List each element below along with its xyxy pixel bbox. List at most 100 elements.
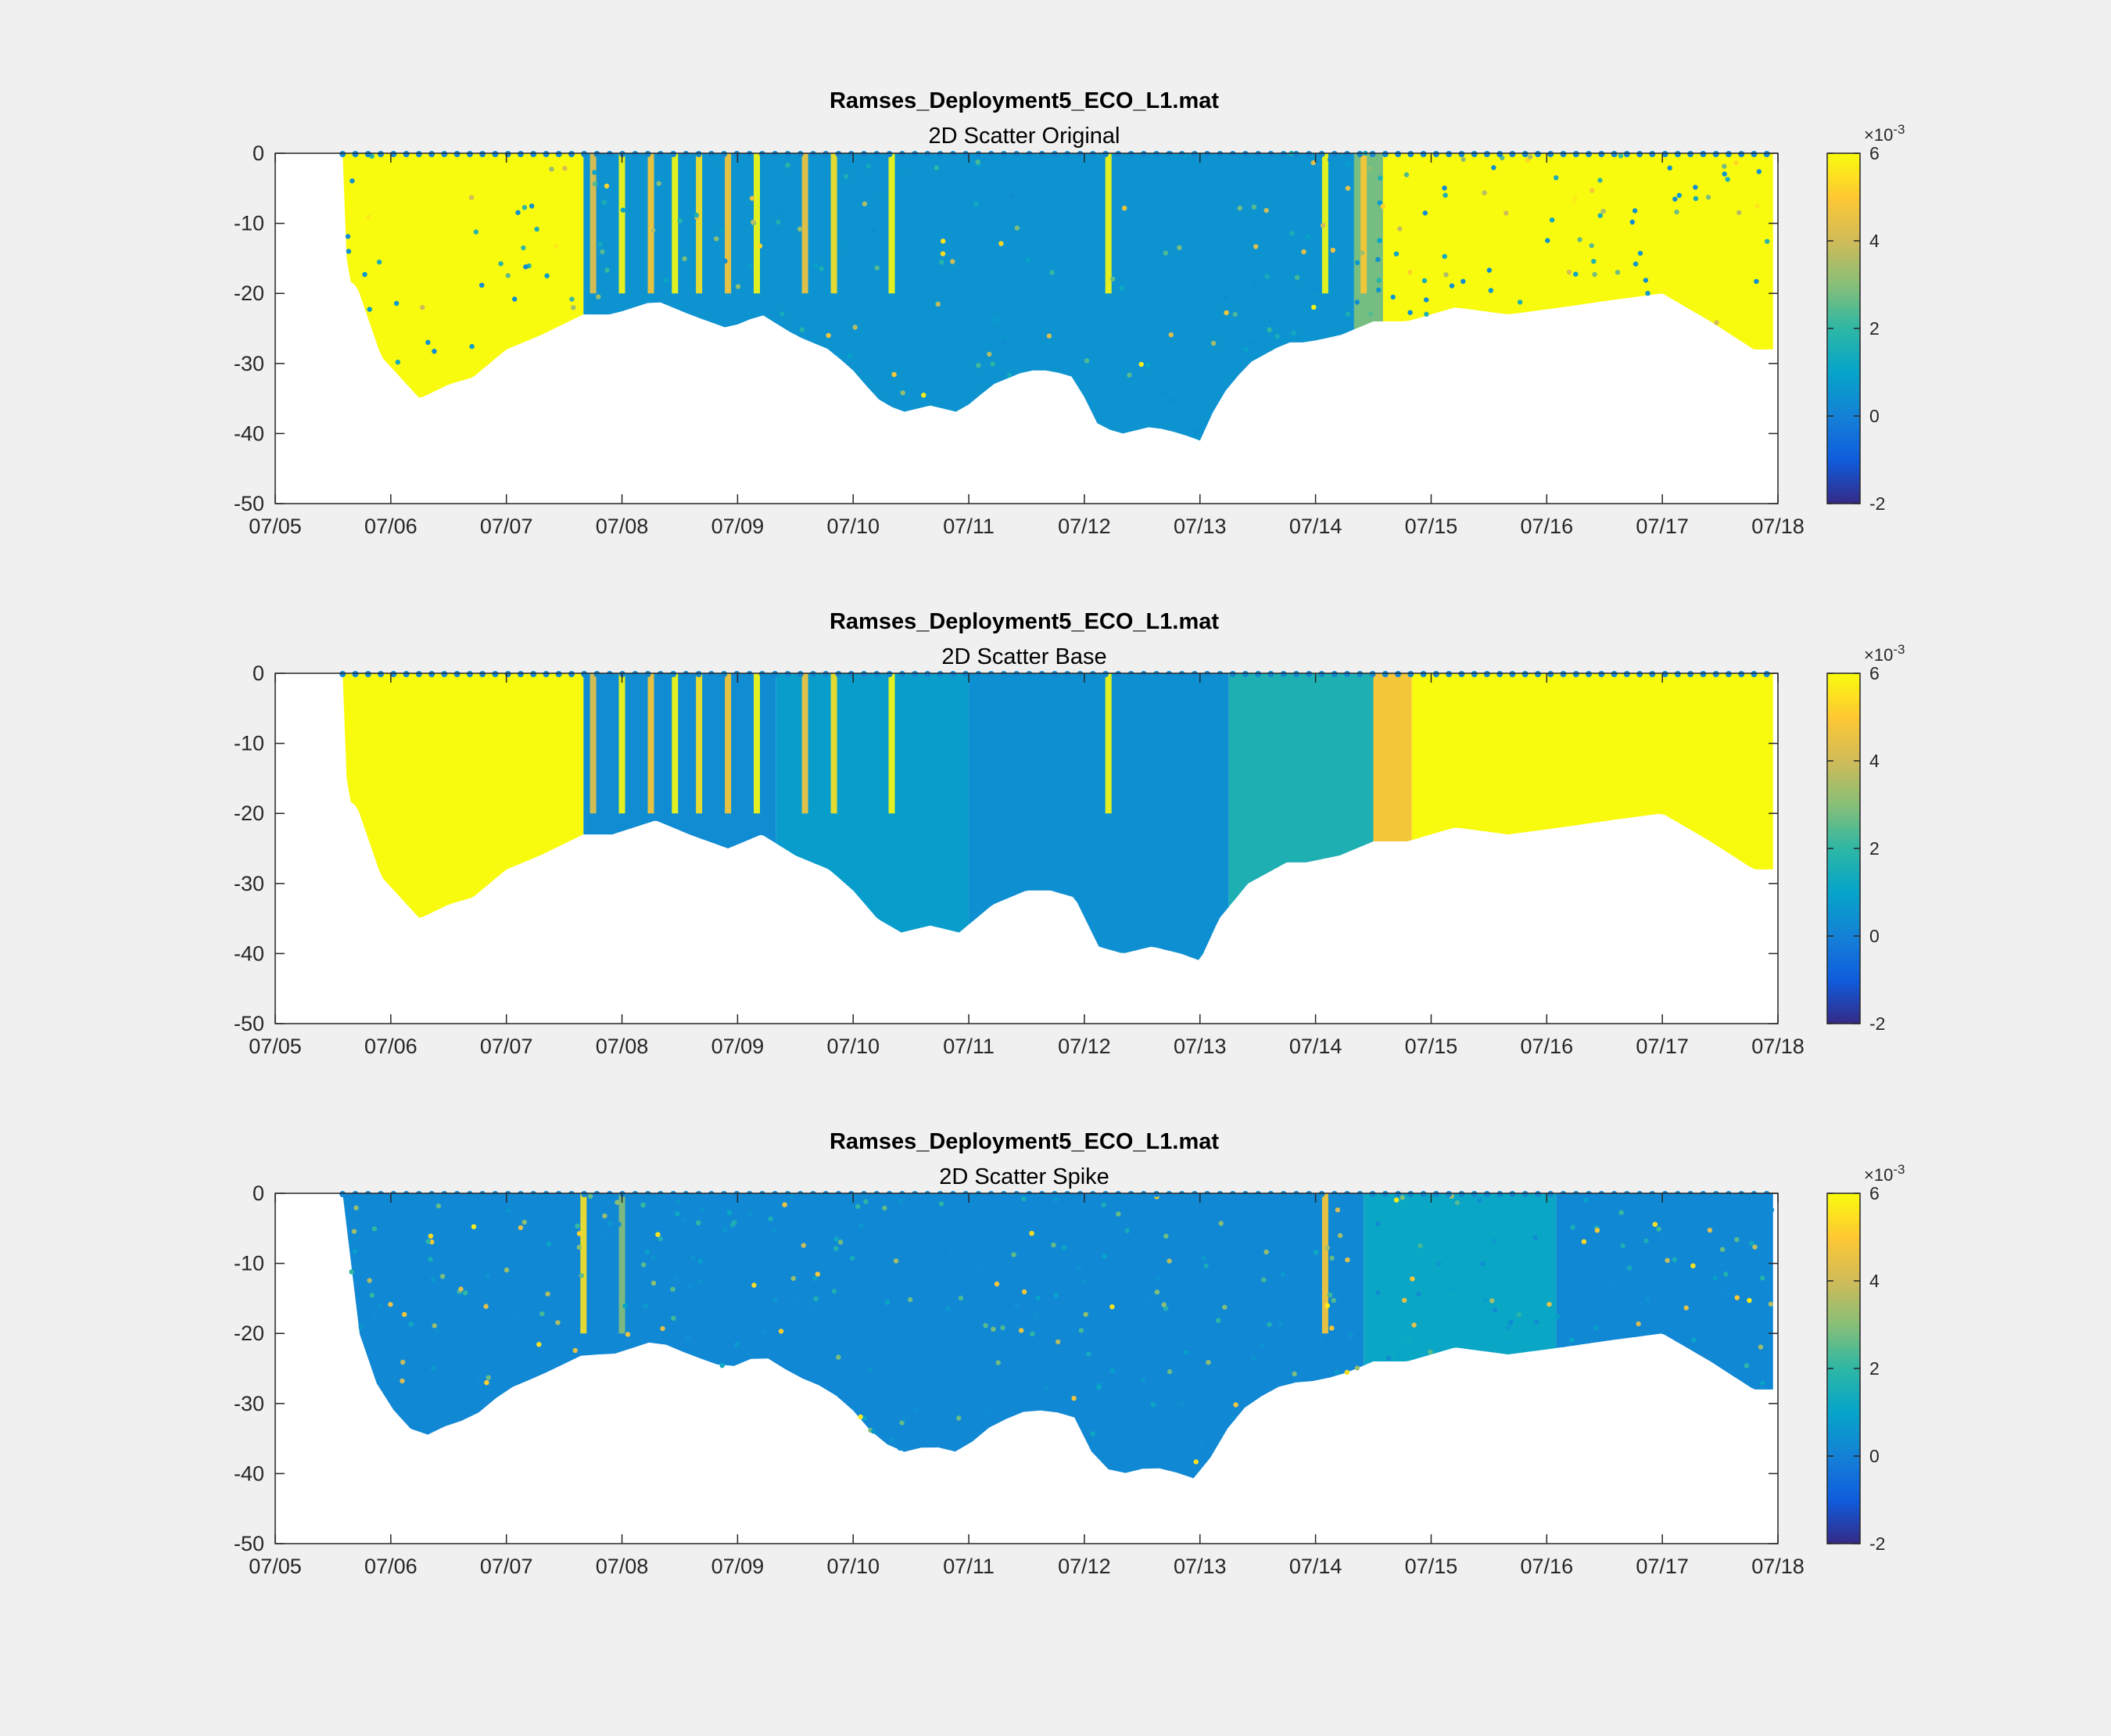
surface-point (1318, 151, 1325, 157)
scatter-point (641, 1262, 647, 1268)
scatter-point (521, 205, 528, 210)
scatter-point (882, 1205, 887, 1211)
surface-point (772, 151, 779, 157)
surface-point (873, 1191, 880, 1197)
scatter-point (515, 210, 521, 215)
surface-point (1255, 671, 1262, 677)
axes-box (274, 673, 1779, 1024)
scatter-point (1400, 1195, 1405, 1200)
surface-point (1471, 671, 1478, 677)
scatter-point (780, 1214, 787, 1221)
scatter-point (1718, 1261, 1723, 1267)
x-tick-label: 07/08 (596, 515, 649, 538)
surface-point (708, 671, 715, 677)
surface-point (1102, 1191, 1109, 1197)
x-tick-label: 07/11 (943, 1035, 995, 1058)
scatter-point (601, 199, 607, 205)
scatter-point (1090, 1431, 1095, 1437)
scatter-point (1155, 1276, 1161, 1282)
surface-point (1572, 151, 1579, 157)
surface-point (1586, 151, 1592, 157)
x-tick-label: 07/09 (711, 515, 765, 538)
scatter-point (604, 267, 610, 273)
scatter-point (1656, 1226, 1661, 1232)
scatter-point (1376, 287, 1382, 292)
surface-point (593, 671, 600, 677)
scatter-point (1377, 238, 1382, 243)
scatter-point (797, 226, 803, 232)
data-region-0 (342, 153, 584, 398)
scatter-point (512, 1312, 518, 1318)
scatter-point (1422, 210, 1428, 216)
scatter-point (1328, 157, 1333, 163)
scatter-point (1278, 1320, 1284, 1326)
scatter-point (719, 160, 725, 167)
scatter-point (435, 1328, 440, 1333)
surface-point (1496, 671, 1504, 677)
scatter-point (1665, 1257, 1670, 1264)
scatter-point (799, 327, 805, 332)
surface-point (746, 1191, 753, 1197)
surface-point (1318, 671, 1325, 677)
surface-point (1636, 1191, 1643, 1197)
scatter-point (655, 1232, 661, 1237)
scatter-point (981, 353, 987, 359)
scatter-point (592, 170, 597, 175)
surface-point (1535, 671, 1541, 677)
scatter-point (1237, 206, 1243, 211)
surface-point (924, 671, 931, 677)
scatter-point (1167, 1258, 1172, 1264)
profile-band-7 (801, 673, 808, 814)
scatter-point (862, 201, 868, 206)
surface-point (1052, 151, 1058, 157)
scatter-point (900, 390, 905, 396)
scatter-point (1007, 372, 1012, 378)
surface-point (1000, 151, 1007, 157)
scatter-point (1011, 1252, 1016, 1257)
surface-point (1280, 151, 1287, 157)
scatter-point (719, 1363, 725, 1368)
scatter-point (1330, 247, 1336, 253)
colorbar-tick-label: -2 (1869, 1013, 1885, 1034)
surface-point (1331, 151, 1338, 157)
scatter-point (1406, 1337, 1412, 1343)
surface-point (1586, 1191, 1592, 1197)
scatter-point (1754, 278, 1759, 285)
scatter-point (1033, 1314, 1038, 1320)
scatter-point (722, 258, 728, 264)
scatter-point (622, 1303, 628, 1309)
scatter-point (362, 271, 367, 278)
scatter-point (735, 284, 741, 289)
scatter-point (512, 296, 518, 302)
surface-point (1166, 671, 1173, 677)
surface-point (466, 1191, 473, 1197)
surface-point (758, 671, 765, 677)
surface-point (378, 1191, 384, 1197)
surface-point (1229, 151, 1236, 157)
scatter-point (1613, 1218, 1619, 1225)
data-region-2 (1556, 1193, 1773, 1390)
panel-title: Ramses_Deployment5_ECO_L1.mat (830, 88, 1219, 113)
surface-point (581, 151, 588, 157)
scatter-point (485, 1273, 490, 1279)
scatter-data (339, 1191, 1775, 1479)
scatter-point (571, 305, 576, 310)
surface-point (441, 151, 448, 157)
surface-point (1763, 151, 1770, 157)
scatter-point (1460, 278, 1466, 284)
data-region-5 (1373, 673, 1412, 841)
scatter-point (1046, 333, 1052, 339)
scatter-point (430, 1277, 435, 1282)
scatter-point (1102, 1254, 1107, 1259)
scatter-point (1051, 1242, 1056, 1248)
scatter-point (521, 1219, 527, 1225)
scatter-point (1321, 223, 1326, 228)
scatter-point (891, 371, 897, 378)
scatter-point (1443, 192, 1448, 198)
scatter-point (1491, 165, 1496, 170)
surface-point (721, 671, 728, 677)
surface-point (1318, 1191, 1325, 1197)
surface-point (1763, 671, 1770, 677)
scatter-point (1547, 1301, 1552, 1307)
scatter-point (1443, 272, 1449, 278)
